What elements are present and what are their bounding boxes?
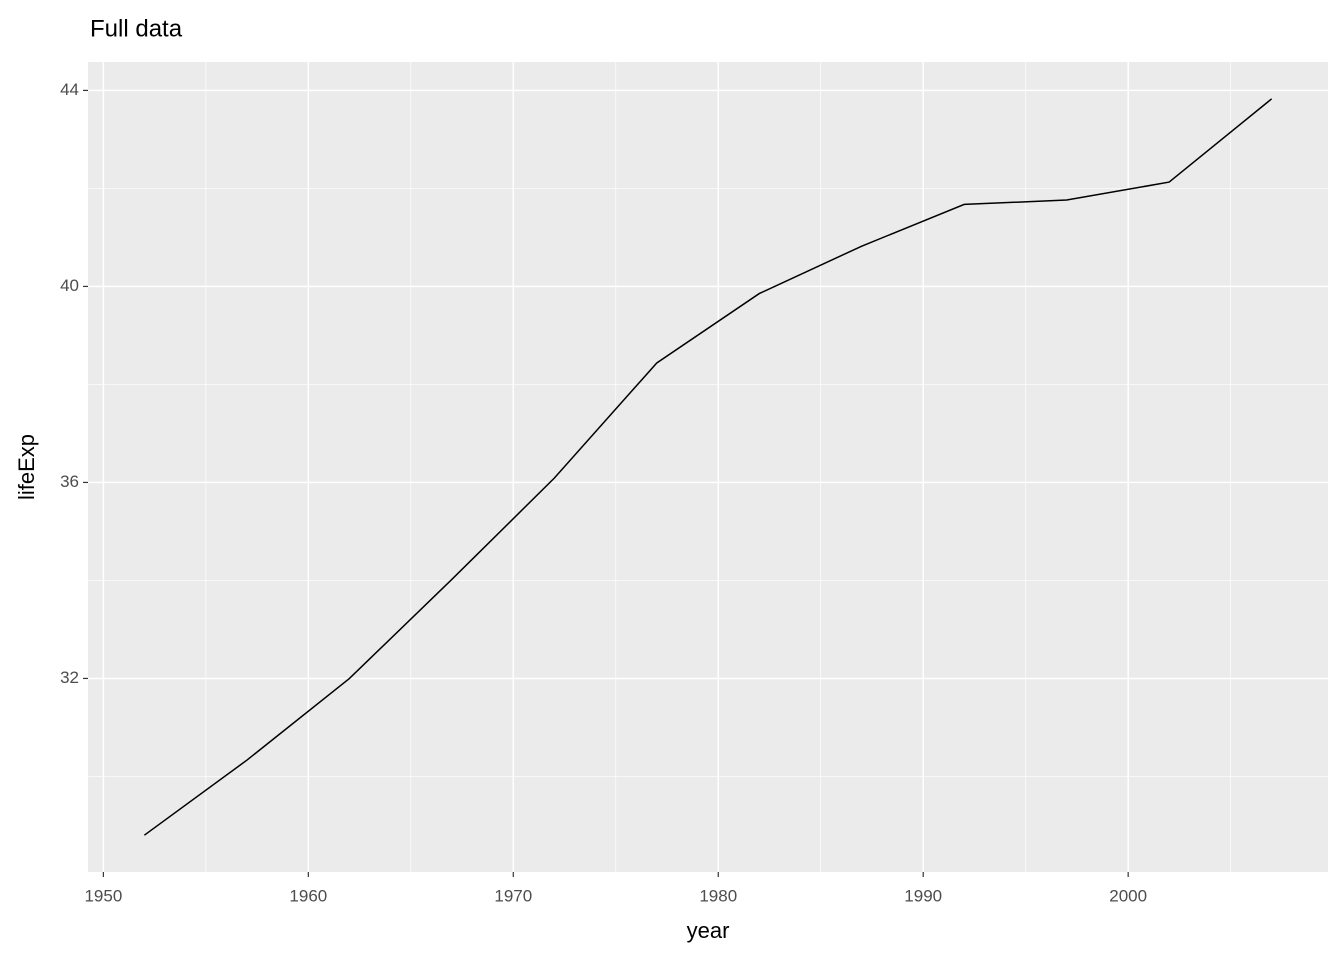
x-tick-label: 1970 — [494, 886, 532, 905]
y-tick-label: 44 — [60, 80, 79, 99]
plot-panel — [88, 62, 1328, 872]
x-tick-label: 1980 — [699, 886, 737, 905]
x-tick-label: 2000 — [1109, 886, 1147, 905]
y-tick-label: 36 — [60, 472, 79, 491]
chart-title: Full data — [90, 15, 183, 42]
x-tick-label: 1950 — [84, 886, 122, 905]
x-tick-label: 1960 — [289, 886, 327, 905]
y-axis-title: lifeExp — [14, 434, 39, 500]
line — [143, 98, 1273, 836]
y-tick-label: 32 — [60, 668, 79, 687]
x-axis-title: year — [687, 918, 730, 943]
y-tick-label: 40 — [60, 276, 79, 295]
x-tick-label: 1990 — [904, 886, 942, 905]
